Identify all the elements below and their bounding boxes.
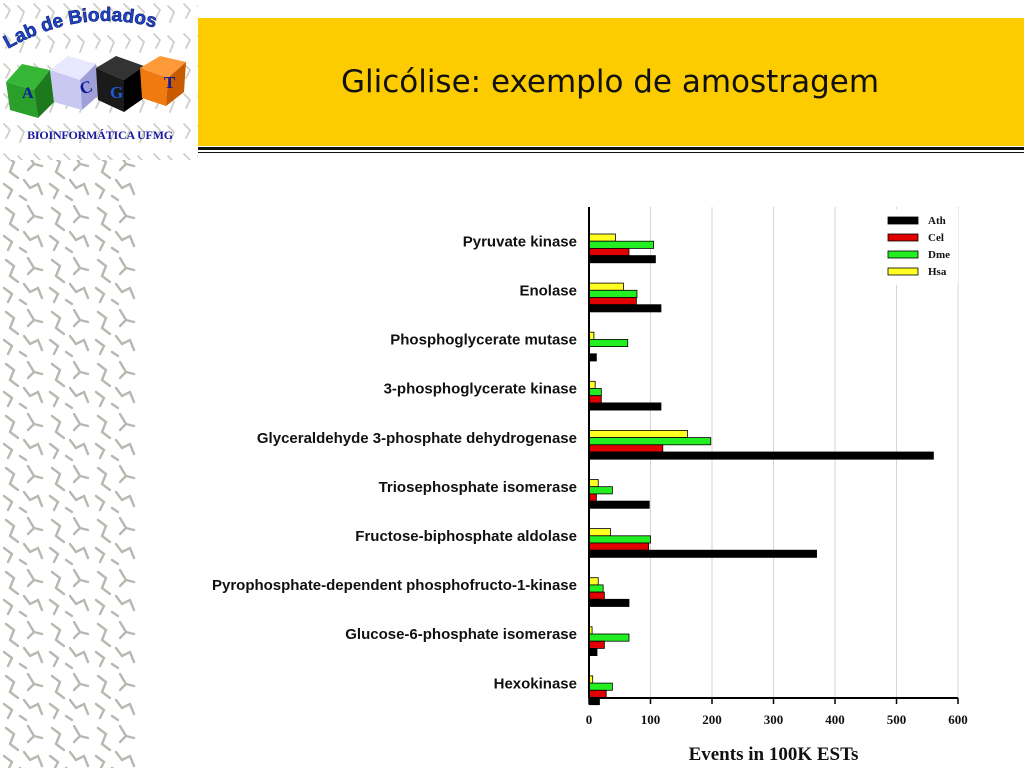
legend-swatch-cel xyxy=(887,233,919,242)
bar-dme xyxy=(588,338,629,347)
cube-t-icon xyxy=(140,56,186,106)
cube-c-icon xyxy=(50,56,98,110)
cube-a-letter: A xyxy=(22,85,34,102)
bar-cel xyxy=(588,591,605,600)
x-tick-label: 200 xyxy=(702,712,722,727)
bar-dme xyxy=(588,584,604,593)
cube-c-letter: C xyxy=(77,76,95,98)
cube-g-letter: G xyxy=(110,83,123,102)
x-tick-label: 400 xyxy=(825,712,845,727)
category-label: Glyceraldehyde 3-phosphate dehydrogenase xyxy=(257,430,577,447)
cube-g-icon xyxy=(96,56,144,112)
bar-ath xyxy=(588,402,662,411)
x-tick-label: 100 xyxy=(641,712,661,727)
bar-hsa xyxy=(588,233,616,242)
category-label: Hexokinase xyxy=(494,675,577,692)
bar-hsa xyxy=(588,528,611,537)
bar-ath xyxy=(588,549,817,558)
bar-cel xyxy=(588,444,664,453)
bar-cel xyxy=(588,395,602,404)
bar-ath xyxy=(588,304,662,313)
bar-cel xyxy=(588,542,650,551)
bar-ath xyxy=(588,500,650,509)
bar-dme xyxy=(588,437,712,446)
logo-subtitle: BIOINFORMÁTICA UFMG xyxy=(27,128,173,142)
bar-dme xyxy=(588,682,613,691)
bar-cel xyxy=(588,689,607,698)
category-label: Pyrophosphate-dependent phosphofructo-1-… xyxy=(212,577,577,594)
category-label: Phosphoglycerate mutase xyxy=(390,332,577,349)
bar-ath xyxy=(588,647,598,656)
cube-a-icon xyxy=(6,64,54,118)
category-label: Fructose-biphosphate aldolase xyxy=(355,528,577,545)
logo: Lab de Biodados A C G T BIOINFORMÁTICA U… xyxy=(0,0,198,160)
bar-dme xyxy=(588,486,613,495)
bar-chart: Pyruvate kinase Enolase Phosphoglycerate m… xyxy=(212,207,968,765)
legend-swatch-dme xyxy=(887,250,919,259)
bar-hsa xyxy=(588,479,599,488)
legend-swatch-ath xyxy=(887,216,919,225)
bar-ath xyxy=(588,353,597,362)
category-label: Pyruvate kinase xyxy=(463,233,577,250)
header-divider xyxy=(0,147,1024,150)
background-pattern xyxy=(0,150,140,768)
x-tick-label: 500 xyxy=(887,712,907,727)
bar-cel xyxy=(588,248,630,257)
bar-dme xyxy=(588,289,638,298)
cube-t-letter: T xyxy=(164,73,176,92)
bar-cel xyxy=(588,640,605,649)
bar-dme xyxy=(588,535,651,544)
bar-ath xyxy=(588,255,656,264)
x-tick-label: 600 xyxy=(948,712,968,727)
category-label: Triosephosphate isomerase xyxy=(379,479,577,496)
bar-hsa xyxy=(588,282,624,291)
bar-dme xyxy=(588,388,602,397)
bar-ath xyxy=(588,598,630,607)
x-tick-label: 0 xyxy=(586,712,593,727)
bar-cel xyxy=(588,493,597,502)
legend-label: Ath xyxy=(928,215,946,227)
bar-hsa xyxy=(588,429,688,438)
bar-hsa xyxy=(588,577,599,586)
bar-dme xyxy=(588,633,630,642)
legend-swatch-hsa xyxy=(887,267,919,276)
bar-cel xyxy=(588,297,637,306)
legend-label: Hsa xyxy=(928,266,947,278)
slide-title: Glicólise: exemplo de amostragem xyxy=(340,64,880,100)
header-divider-thin xyxy=(0,152,1024,153)
category-label: Enolase xyxy=(519,283,577,300)
x-tick-label: 300 xyxy=(764,712,784,727)
category-label: 3-phosphoglycerate kinase xyxy=(384,381,577,398)
bar-ath xyxy=(588,451,934,460)
bar-dme xyxy=(588,240,654,249)
x-axis-title: Events in 100K ESTs xyxy=(689,744,859,765)
legend-label: Dme xyxy=(928,249,950,261)
category-label: Glucose-6-phosphate isomerase xyxy=(345,626,577,643)
legend-label: Cel xyxy=(928,232,944,244)
